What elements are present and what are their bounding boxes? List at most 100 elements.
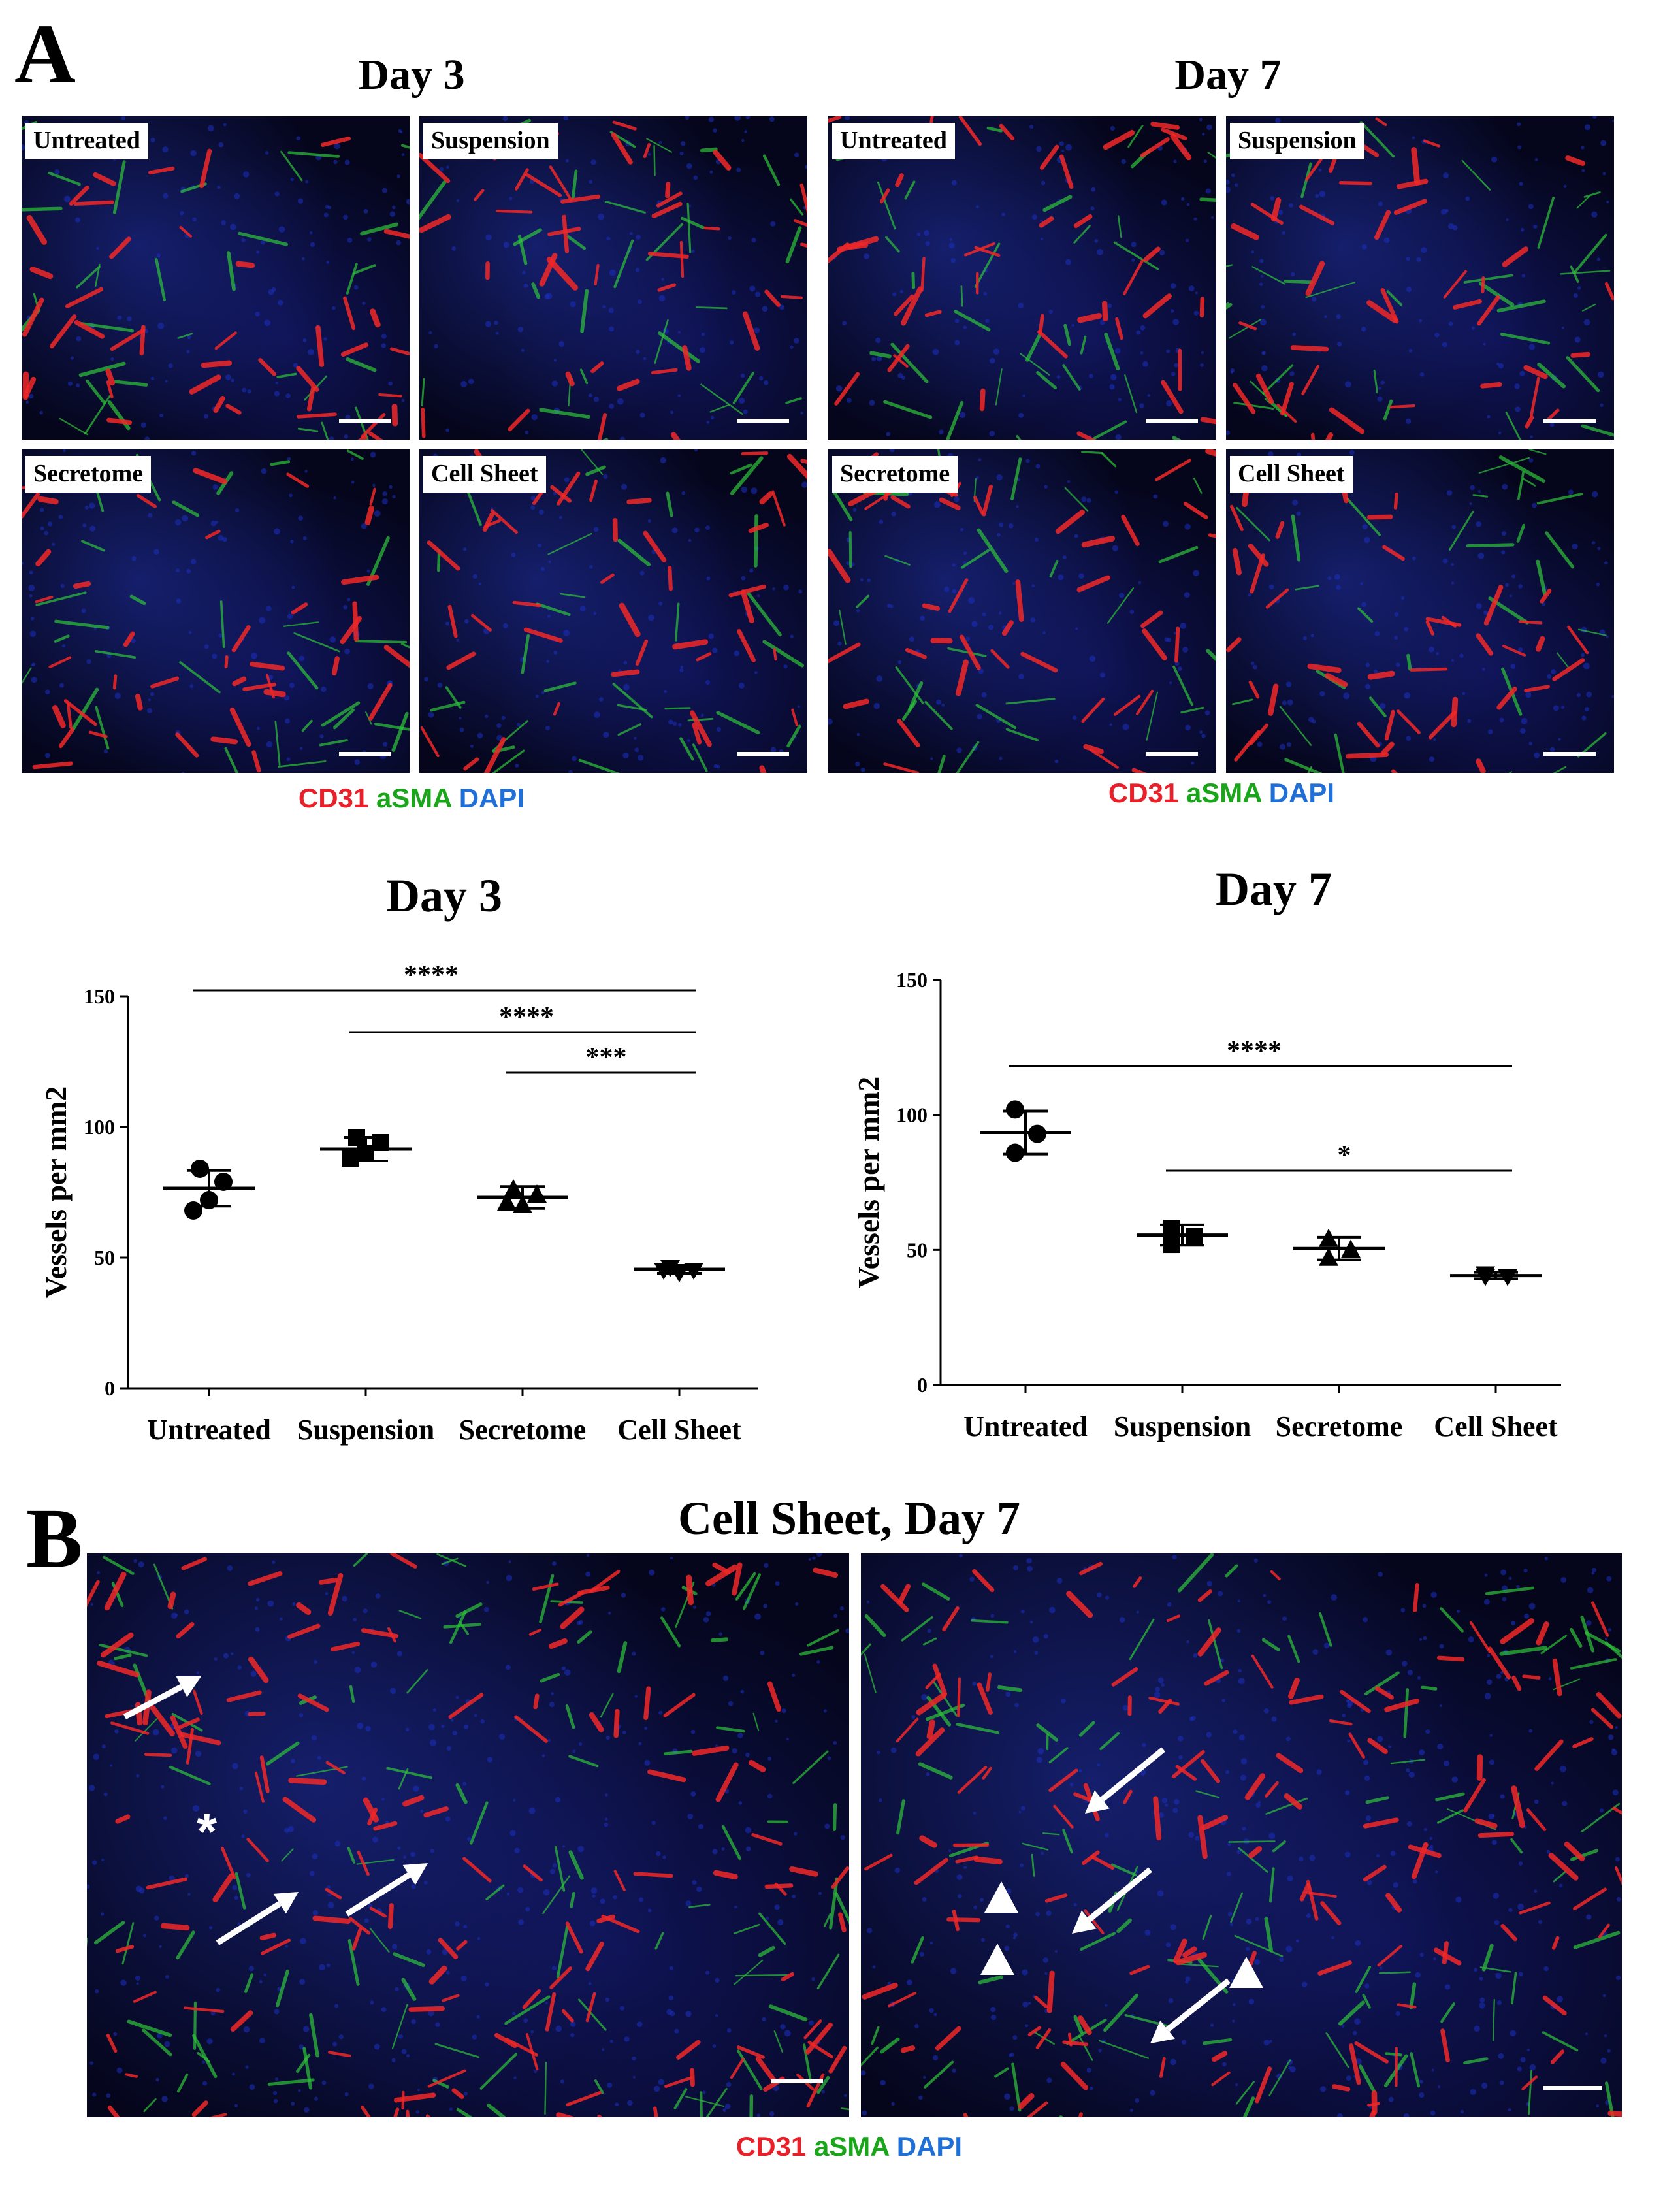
micrograph-day7-suspension: Suspension: [1226, 116, 1614, 440]
nucleus-dot: [1259, 282, 1263, 286]
asma-fiber: [224, 747, 239, 773]
nucleus-dot: [852, 508, 857, 512]
nucleus-dot: [957, 1894, 962, 1898]
cd31-vessel: [331, 656, 340, 676]
asma-fiber: [895, 666, 924, 704]
nucleus-dot: [1341, 2024, 1345, 2028]
cd31-vessel: [201, 360, 233, 368]
cd31-vessel: [1433, 1947, 1462, 1966]
nucleus-dot: [602, 304, 606, 309]
nucleus-dot: [558, 515, 562, 519]
nucleus-dot: [1193, 570, 1199, 577]
nucleus-dot: [1451, 581, 1455, 585]
cd31-vessel: [932, 1663, 948, 1697]
nucleus-dot: [1467, 719, 1472, 723]
nucleus-dot: [241, 1834, 245, 1838]
cd31-vessel: [109, 236, 131, 259]
nucleus-dot: [1150, 2090, 1155, 2096]
nucleus-dot: [1268, 1832, 1276, 1840]
nucleus-dot: [1185, 1980, 1189, 1984]
asma-fiber: [35, 591, 87, 606]
nucleus-dot: [354, 759, 361, 765]
cd31-vessel: [387, 1903, 394, 1930]
nucleus-dot: [833, 620, 839, 626]
legend-asma: aSMA: [813, 2131, 890, 2162]
cd31-vessel: [1375, 1686, 1394, 1700]
cd31-vessel: [545, 1992, 557, 2032]
nucleus-dot: [1451, 562, 1454, 566]
cd31-vessel: [286, 472, 310, 488]
nucleus-dot: [345, 414, 351, 421]
cd31-vessel: [306, 386, 315, 412]
nucleus-dot: [338, 2034, 344, 2040]
asma-fiber: [265, 1741, 300, 1766]
nucleus-dot: [740, 373, 745, 378]
nucleus-dot: [1534, 158, 1538, 161]
cd31-vessel: [73, 581, 91, 589]
nucleus-dot: [1110, 125, 1115, 131]
cd31-vessel: [958, 116, 982, 146]
asma-fiber: [346, 263, 358, 295]
asma-fiber: [1101, 453, 1117, 468]
nucleus-dot: [144, 436, 150, 440]
asma-fiber: [1570, 1658, 1617, 1670]
cd31-vessel: [1142, 628, 1167, 660]
nucleus-dot: [1230, 370, 1234, 374]
nucleus-dot: [344, 434, 349, 439]
nucleus-dot: [290, 1759, 295, 1764]
nucleus-dot: [790, 634, 794, 638]
nucleus-dot: [164, 2041, 170, 2047]
cd31-vessel: [1171, 1749, 1205, 1779]
cd31-vessel: [919, 1835, 937, 1848]
nucleus-dot: [869, 400, 875, 406]
nucleus-dot: [509, 1830, 516, 1836]
nucleus-dot: [636, 235, 641, 240]
nucleus-dot: [840, 1835, 845, 1840]
nucleus-dot: [715, 1744, 718, 1748]
cd31-vessel: [651, 368, 678, 375]
cd31-vessel: [343, 296, 356, 331]
nucleus-dot: [1065, 259, 1071, 265]
nucleus-dot: [1042, 1957, 1049, 1963]
cd31-vessel: [1572, 1737, 1594, 1749]
nucleus-dot: [1406, 287, 1412, 293]
category-label: Cell Sheet: [617, 1414, 741, 1446]
cd31-vessel: [562, 214, 570, 253]
nucleus-dot: [1596, 582, 1600, 587]
asma-fiber: [700, 147, 718, 153]
cd31-vessel: [352, 601, 359, 642]
nucleus-dot: [991, 2014, 997, 2021]
nucleus-dot: [1107, 303, 1112, 308]
cd31-vessel: [101, 1632, 134, 1658]
cd31-vessel: [915, 1727, 945, 1757]
nucleus-dot: [1097, 1592, 1102, 1598]
nucleus-dot: [1129, 2108, 1133, 2113]
nucleus-dot: [1008, 523, 1014, 529]
nucleus-dot: [1091, 187, 1096, 192]
nucleus-dot: [985, 318, 990, 323]
nucleus-dot: [255, 312, 260, 317]
tile-label-cell-sheet: Cell Sheet: [1230, 456, 1353, 493]
cd31-vessel: [1059, 154, 1074, 189]
nucleus-dot: [496, 723, 502, 728]
nucleus-dot: [1521, 274, 1526, 278]
nucleus-dot: [1336, 585, 1341, 590]
asma-fiber: [1080, 335, 1087, 355]
nucleus-dot: [1603, 1994, 1606, 1998]
asma-fiber: [709, 404, 730, 413]
asma-fiber: [768, 2004, 808, 2022]
nucleus-dot: [1500, 1569, 1507, 1576]
cd31-vessel: [523, 1864, 543, 1882]
nucleus-dot: [441, 1724, 445, 1728]
nucleus-dot: [990, 2006, 996, 2013]
nucleus-dot: [715, 1977, 720, 1983]
nucleus-dot: [1167, 1602, 1172, 1607]
nucleus-dot: [1233, 1729, 1238, 1734]
nucleus-dot: [607, 2082, 613, 2088]
nucleus-dot: [561, 1666, 566, 1671]
nucleus-dot: [326, 1963, 331, 1968]
cd31-vessel: [402, 1795, 425, 1807]
nucleus-dot: [1612, 119, 1614, 123]
nucleus-dot: [909, 636, 914, 642]
nucleus-dot: [274, 2009, 280, 2015]
